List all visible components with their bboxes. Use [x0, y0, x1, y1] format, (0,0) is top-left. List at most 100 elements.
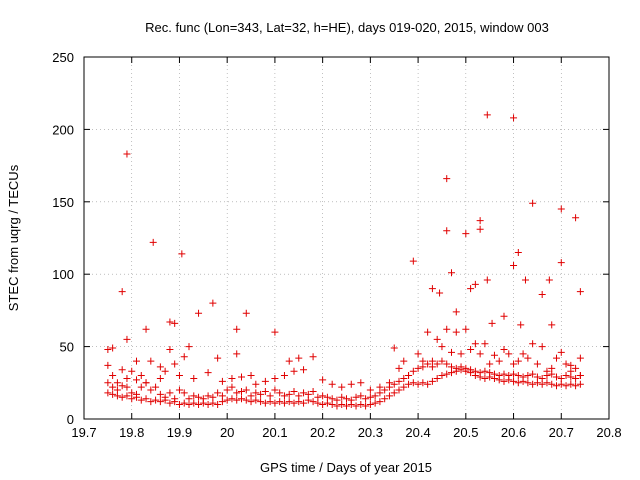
y-tick-labels: 0 50 100 150 200 250: [52, 50, 74, 427]
data-point: [553, 354, 560, 362]
data-point: [467, 345, 475, 353]
data-point: [166, 318, 174, 326]
data-point: [405, 372, 413, 380]
data-point: [166, 389, 174, 397]
data-point: [304, 396, 312, 404]
data-point: [514, 248, 522, 256]
x-tick-label: 20: [220, 425, 234, 440]
data-point: [419, 363, 427, 371]
data-point: [123, 335, 131, 343]
data-point: [385, 392, 393, 400]
data-point: [495, 376, 503, 384]
data-point: [567, 380, 575, 388]
data-point: [343, 402, 350, 410]
data-point: [424, 328, 432, 336]
data-point: [128, 395, 136, 403]
data-point: [436, 289, 444, 297]
plot-frame: [83, 56, 610, 420]
data-point: [385, 383, 393, 391]
data-point: [147, 398, 155, 406]
data-point: [166, 399, 174, 407]
data-point: [190, 374, 198, 382]
data-point: [180, 389, 188, 397]
data-point: [323, 399, 331, 407]
data-point: [204, 369, 212, 377]
data-point: [428, 377, 436, 385]
data-point: [357, 379, 365, 387]
y-tick-label: 100: [52, 267, 74, 282]
data-point: [338, 393, 346, 401]
data-point: [529, 199, 537, 207]
data-point: [195, 401, 203, 409]
data-point: [438, 372, 446, 380]
axis-ticks: [83, 56, 610, 420]
data-point: [524, 372, 532, 380]
data-point: [233, 325, 241, 333]
data-point: [309, 398, 317, 406]
data-point: [395, 364, 403, 372]
data-point: [118, 288, 126, 296]
data-point: [414, 364, 422, 372]
data-point: [452, 328, 460, 336]
x-tick-label: 20.3: [358, 425, 383, 440]
data-point: [214, 354, 222, 362]
data-point: [343, 395, 350, 403]
data-point: [500, 377, 508, 385]
data-point: [285, 390, 293, 398]
data-point: [510, 377, 518, 385]
data-point: [180, 353, 188, 361]
data-point: [190, 399, 198, 407]
data-point: [572, 214, 580, 222]
data-point: [576, 354, 584, 362]
data-point: [524, 379, 532, 387]
data-point: [476, 225, 484, 233]
data-point: [481, 374, 489, 382]
data-point: [576, 288, 584, 296]
data-point: [233, 396, 241, 404]
y-tick-label: 0: [67, 412, 74, 427]
data-point: [457, 350, 465, 358]
data-point: [261, 377, 269, 385]
data-point: [280, 399, 288, 407]
data-point: [483, 111, 491, 119]
data-point: [390, 380, 398, 388]
data-point: [204, 401, 212, 409]
data-point: [400, 374, 408, 382]
x-tick-label: 20.6: [501, 425, 526, 440]
data-point: [476, 217, 484, 225]
data-point: [280, 372, 288, 380]
data-point: [300, 366, 308, 374]
data-point: [113, 379, 121, 387]
data-point: [118, 393, 126, 401]
data-point: [371, 399, 379, 407]
data-point: [109, 372, 117, 380]
data-point: [519, 377, 527, 385]
data-point: [495, 357, 503, 365]
data-point: [381, 395, 389, 403]
data-point: [190, 392, 198, 400]
data-point: [338, 383, 346, 391]
data-point: [161, 367, 169, 375]
data-point: [166, 345, 174, 353]
data-point: [290, 367, 298, 375]
data-point: [433, 335, 441, 343]
data-point: [414, 380, 422, 388]
data-point: [548, 370, 556, 378]
data-point: [567, 373, 575, 381]
data-point: [228, 374, 236, 382]
data-point: [545, 276, 553, 284]
data-point: [428, 285, 436, 293]
data-point: [505, 376, 513, 384]
data-point: [147, 357, 155, 365]
data-point: [333, 402, 341, 410]
data-points: [104, 111, 584, 410]
data-point: [147, 386, 155, 394]
data-point: [443, 360, 451, 368]
data-point: [209, 299, 217, 307]
data-point: [171, 398, 179, 406]
data-point: [533, 360, 541, 368]
data-point: [362, 402, 370, 410]
data-point: [137, 383, 145, 391]
data-point: [524, 354, 532, 362]
data-point: [352, 402, 360, 410]
